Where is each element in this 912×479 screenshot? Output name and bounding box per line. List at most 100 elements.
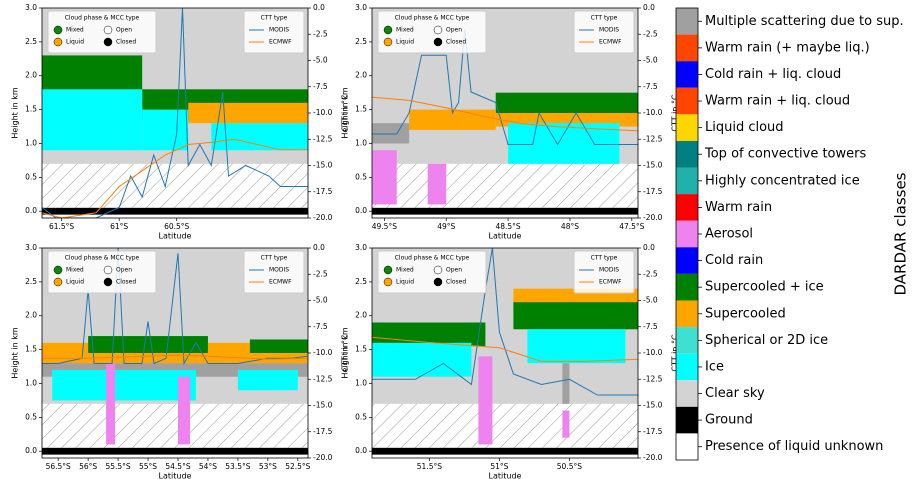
class-region bbox=[42, 89, 143, 151]
plot-area bbox=[42, 248, 308, 458]
x-tick-label: 61°S bbox=[110, 222, 128, 231]
legend-title: CTT type bbox=[261, 15, 288, 22]
colorbar-title: DARDAR classes bbox=[892, 172, 910, 295]
x-tick-label: 48.5°S bbox=[495, 222, 520, 231]
legend-marker bbox=[103, 277, 113, 287]
y-axis-label: Height in km bbox=[11, 87, 20, 138]
class-region bbox=[42, 207, 308, 215]
y2-tick-label: -2.5 bbox=[643, 269, 658, 278]
y-axis-label: Height in km bbox=[341, 87, 350, 138]
class-region bbox=[372, 123, 410, 144]
legend-label: Mixed bbox=[66, 267, 84, 274]
y2-tick-label: -20.0 bbox=[313, 453, 333, 462]
y2-tick-label: -12.5 bbox=[643, 374, 663, 383]
class-region bbox=[513, 302, 638, 330]
class-region bbox=[508, 123, 620, 164]
y-tick-label: 0.5 bbox=[25, 412, 37, 421]
legend-label: ECMWF bbox=[599, 39, 622, 46]
colorbar-frame bbox=[675, 7, 699, 461]
x-tick-label: 55.5°S bbox=[105, 462, 130, 471]
class-region bbox=[249, 339, 308, 353]
y2-tick-label: -20.0 bbox=[643, 213, 663, 222]
x-tick-label: 55°S bbox=[139, 462, 157, 471]
y-tick-label: 1.0 bbox=[355, 378, 367, 387]
legend-title: Cloud phase & MCC type bbox=[65, 15, 140, 22]
y2-tick-label: 0.0 bbox=[643, 3, 655, 12]
legend-title: CTT type bbox=[261, 255, 288, 262]
y-tick-label: 3.0 bbox=[355, 243, 367, 252]
y-tick-label: 2.5 bbox=[355, 277, 367, 286]
class-region bbox=[495, 113, 638, 127]
colorbar-cell bbox=[676, 34, 698, 62]
x-tick-label: 49.5°S bbox=[372, 222, 397, 231]
legend-label: ECMWF bbox=[269, 39, 292, 46]
colorbar-label: Warm rain + liq. cloud bbox=[705, 94, 850, 109]
legend-marker bbox=[433, 277, 443, 287]
class-region bbox=[478, 356, 493, 445]
x-tick-label: 53°S bbox=[259, 462, 277, 471]
colorbar-cell bbox=[676, 140, 698, 168]
colorbar-label: Cold rain + liq. cloud bbox=[705, 67, 841, 82]
y2-tick-label: -7.5 bbox=[313, 82, 328, 91]
legend-marker bbox=[383, 277, 393, 287]
y2-tick-label: -17.5 bbox=[313, 187, 333, 196]
y2-tick-label: -5.0 bbox=[313, 56, 328, 65]
y2-tick-label: -10.0 bbox=[643, 108, 663, 117]
y-axis-label: Height in km bbox=[11, 327, 20, 378]
y-tick-label: 2.0 bbox=[355, 311, 367, 320]
ctt-line bbox=[42, 248, 308, 366]
y2-tick-label: -7.5 bbox=[643, 322, 658, 331]
colorbar-cell bbox=[676, 353, 698, 381]
colorbar-label: Multiple scattering due to sup. bbox=[705, 14, 904, 29]
colorbar-cell bbox=[676, 167, 698, 195]
y2-tick-label: -2.5 bbox=[643, 29, 658, 38]
legend-label: Closed bbox=[116, 39, 136, 46]
legend-label: Open bbox=[116, 267, 132, 274]
legend-label: Mixed bbox=[396, 27, 414, 34]
y-tick-label: 2.0 bbox=[355, 71, 367, 80]
class-region bbox=[106, 363, 116, 445]
y-tick-label: 0.0 bbox=[25, 206, 37, 215]
class-region bbox=[409, 109, 496, 130]
legend-label: ECMWF bbox=[599, 279, 622, 286]
class-region bbox=[237, 369, 298, 391]
legend-title: Cloud phase & MCC type bbox=[65, 255, 140, 262]
colorbar-cell bbox=[676, 327, 698, 354]
legend-label: Open bbox=[446, 27, 462, 34]
legend-marker bbox=[53, 37, 63, 47]
hatch-region bbox=[372, 163, 638, 208]
x-tick-label: 53.5°S bbox=[225, 462, 250, 471]
y2-tick-label: -5.0 bbox=[643, 296, 658, 305]
ctt-line bbox=[372, 336, 638, 362]
colorbar-label: Highly concentrated ice bbox=[705, 173, 860, 188]
y-tick-label: 1.5 bbox=[355, 105, 367, 114]
colorbar-cell bbox=[676, 8, 698, 35]
colorbar-cell bbox=[676, 406, 698, 434]
class-region bbox=[372, 207, 638, 215]
y-tick-label: 1.0 bbox=[355, 138, 367, 147]
y2-tick-label: -2.5 bbox=[313, 269, 328, 278]
x-tick-label: 50.5°S bbox=[557, 462, 582, 471]
x-tick-label: 61.5°S bbox=[49, 222, 74, 231]
y2-tick-label: -10.0 bbox=[313, 108, 333, 117]
x-axis-label: Latitude bbox=[159, 232, 192, 241]
x-tick-label: 51.5°S bbox=[417, 462, 442, 471]
y-tick-label: 3.0 bbox=[25, 3, 37, 12]
y2-tick-label: -15.0 bbox=[313, 161, 333, 170]
x-tick-label: 56°S bbox=[79, 462, 97, 471]
colorbar-label: Top of convective towers bbox=[704, 147, 866, 162]
colorbar-cell bbox=[676, 220, 698, 248]
legend-marker bbox=[383, 265, 393, 275]
colorbar-cell bbox=[676, 433, 698, 460]
y-tick-label: 2.5 bbox=[25, 277, 37, 286]
y-tick-label: 2.5 bbox=[355, 37, 367, 46]
y2-tick-label: -5.0 bbox=[643, 56, 658, 65]
class-region bbox=[427, 163, 447, 205]
y2-axis-label: CTT in °C bbox=[671, 334, 680, 372]
colorbar-label: Liquid cloud bbox=[705, 120, 784, 135]
y-tick-label: 1.5 bbox=[355, 345, 367, 354]
legend-marker bbox=[433, 37, 443, 47]
class-region bbox=[42, 447, 308, 455]
legend-label: Liquid bbox=[396, 39, 414, 46]
colorbar-cell bbox=[676, 247, 698, 274]
